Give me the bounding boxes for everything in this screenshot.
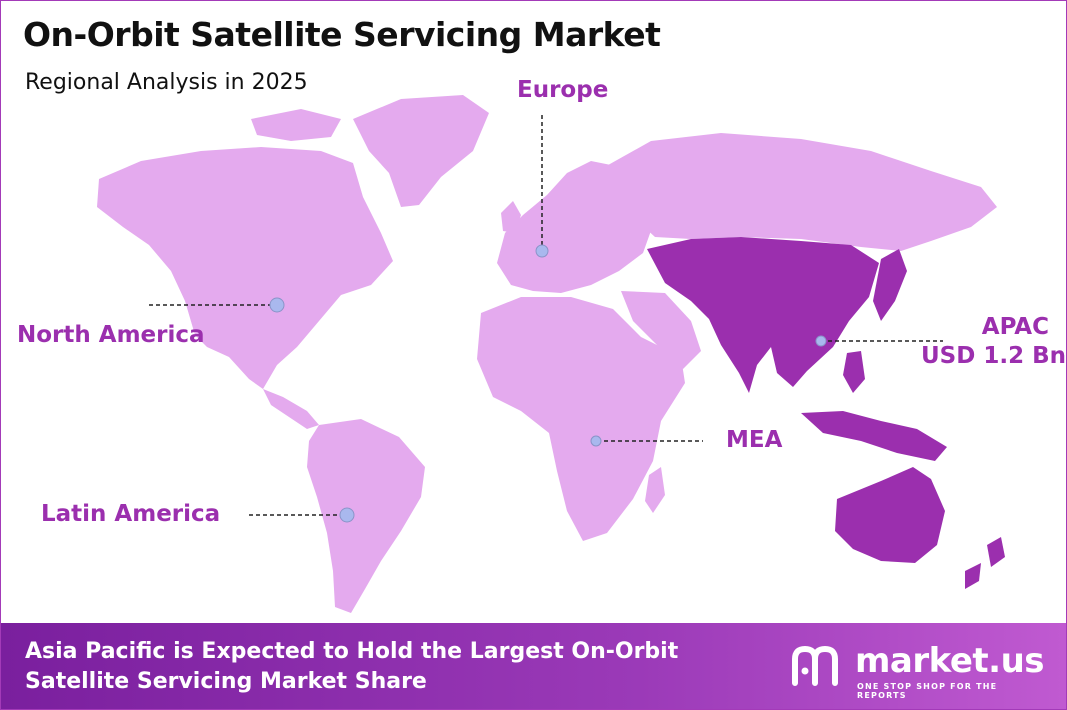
label-apac-value: USD 1.2 Bn [921,343,1066,369]
landmass-south-america [307,419,425,613]
label-apac-name: APAC [981,314,1049,340]
world-map [97,95,1005,613]
brand-logo: market.us ONE STOP SHOP FOR THE REPORTS [789,639,1049,700]
market-us-logo-icon [792,645,838,686]
marker-latin-america [339,507,355,523]
landmass-uk [501,201,521,233]
landmass-new-zealand [987,537,1005,567]
landmass-north-america [97,147,393,389]
brand-name: market.us [855,641,1045,681]
brand-tagline: ONE STOP SHOP FOR THE REPORTS [857,682,998,700]
footer-banner: Asia Pacific is Expected to Hold the Lar… [1,623,1066,709]
landmass-arctic-islands [251,109,341,141]
landmass-philippines [843,351,865,393]
label-mea: MEA [726,427,783,453]
label-latin-america: Latin America [41,501,221,527]
landmass-madagascar [645,467,665,513]
marker-europe [535,244,549,258]
landmass-southeast-asia [801,411,947,461]
footer-text: Asia Pacific is Expected to Hold the Lar… [25,639,679,694]
landmass-new-zealand-south [965,563,981,589]
label-north-america: North America [17,322,205,348]
page-subtitle: Regional Analysis in 2025 [25,70,308,95]
landmass-greenland [353,95,489,207]
marker-mea [590,435,602,447]
marker-north-america [269,297,285,313]
landmass-asia-pacific [647,237,879,393]
landmass-japan [873,249,907,321]
label-apac: APAC USD 1.2 Bn [921,313,1066,371]
marker-apac [815,335,827,347]
landmass-north-asia [601,133,997,251]
landmass-africa [477,297,685,541]
page-title: On-Orbit Satellite Servicing Market [23,15,661,54]
landmass-central-america [263,389,319,429]
landmass-middle-east [621,291,701,369]
landmass-europe [497,161,653,293]
label-europe: Europe [517,77,609,103]
landmass-australia [835,467,945,563]
